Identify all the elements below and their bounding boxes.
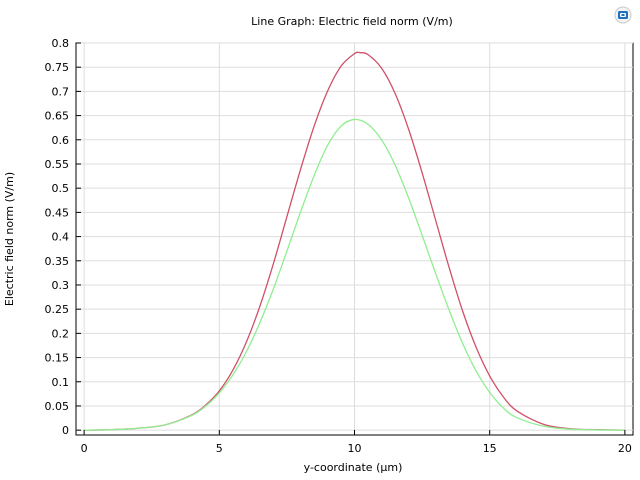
y-tick-label: 0.75 bbox=[45, 61, 70, 74]
x-tick-label: 5 bbox=[216, 442, 223, 455]
y-tick-label: 0.05 bbox=[45, 400, 70, 413]
app-logo-icon bbox=[614, 6, 632, 24]
y-tick-label: 0.45 bbox=[45, 206, 70, 219]
y-tick-label: 0.7 bbox=[52, 85, 70, 98]
y-tick-label: 0.5 bbox=[52, 182, 70, 195]
y-tick-label: 0.55 bbox=[45, 158, 70, 171]
series-line-2 bbox=[84, 118, 625, 431]
y-tick-label: 0 bbox=[62, 424, 69, 437]
y-tick-label: 0.15 bbox=[45, 352, 70, 365]
grid-lines bbox=[76, 42, 633, 435]
x-tick-label: 0 bbox=[81, 442, 88, 455]
x-axis-label: y-coordinate (µm) bbox=[304, 461, 403, 474]
y-tick-label: 0.6 bbox=[52, 134, 70, 147]
y-axis-ticks: 0 0.05 0.1 0.15 0.2 0.25 0.3 0.35 0.4 0.45 0.5 0.55… bbox=[45, 37, 81, 437]
chart-title: Line Graph: Electric field norm (V/m) bbox=[251, 15, 453, 28]
y-tick-label: 0.65 bbox=[45, 110, 70, 123]
y-tick-label: 0.2 bbox=[52, 327, 70, 340]
x-tick-label: 10 bbox=[348, 442, 362, 455]
x-tick-label: 15 bbox=[483, 442, 497, 455]
x-tick-label: 20 bbox=[618, 442, 632, 455]
y-tick-label: 0.1 bbox=[52, 376, 70, 389]
series-layer bbox=[84, 51, 625, 431]
y-tick-label: 0.4 bbox=[52, 231, 70, 244]
y-tick-label: 0.25 bbox=[45, 303, 70, 316]
y-tick-label: 0.3 bbox=[52, 279, 70, 292]
y-tick-label: 0.35 bbox=[45, 255, 70, 268]
series-line-1 bbox=[84, 51, 625, 431]
y-axis-label: Electric field norm (V/m) bbox=[3, 172, 16, 306]
x-axis-ticks: 0 5 10 15 20 bbox=[81, 430, 632, 455]
y-tick-label: 0.8 bbox=[52, 37, 70, 50]
